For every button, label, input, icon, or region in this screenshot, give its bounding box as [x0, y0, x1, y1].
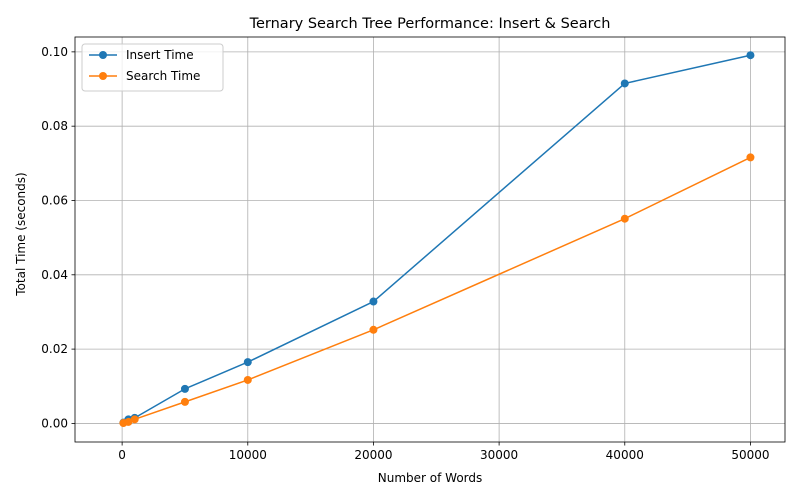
legend-frame	[81, 43, 224, 92]
data-point-insert-time	[180, 384, 189, 393]
y-tick-label: 0.06	[41, 193, 68, 207]
x-axis-label: Number of Words	[378, 471, 483, 485]
x-tick-label: 10000	[229, 448, 267, 462]
y-tick-label: 0.02	[41, 342, 68, 356]
y-tick-label: 0.08	[41, 119, 68, 133]
y-tick-label: 0.04	[41, 268, 68, 282]
x-tick-label: 30000	[480, 448, 518, 462]
data-point-search-time	[124, 417, 133, 426]
chart-title: Ternary Search Tree Performance: Insert …	[249, 16, 611, 32]
x-tick-label: 50000	[731, 448, 769, 462]
axis-ticks: 0 10000 20000 30000 40000 50000 0.00 0.02 0.04 0.…	[41, 45, 769, 462]
data-point-search-time	[243, 375, 252, 384]
series-layer	[119, 51, 755, 428]
series-search-time	[119, 153, 755, 428]
data-point-search-time	[130, 415, 139, 424]
grid-lines	[75, 37, 785, 442]
legend-label: Search Time	[126, 69, 200, 83]
data-point-insert-time	[369, 297, 378, 306]
legend-entry: Insert Time	[89, 48, 194, 62]
data-point-search-time	[180, 397, 189, 406]
x-tick-label: 40000	[606, 448, 644, 462]
plot-frame	[74, 36, 786, 443]
data-point-search-time	[746, 153, 755, 162]
data-point-insert-time	[243, 358, 252, 367]
y-axis-label: Total Time (seconds)	[14, 172, 28, 296]
data-point-search-time	[620, 214, 629, 223]
x-tick-label: 0	[118, 448, 126, 462]
legend-marker	[99, 72, 107, 80]
data-point-insert-time	[746, 51, 755, 60]
data-point-search-time	[369, 325, 378, 334]
legend-marker	[99, 51, 107, 59]
x-tick-label: 20000	[354, 448, 392, 462]
legend-label: Insert Time	[126, 48, 194, 62]
data-point-insert-time	[620, 79, 629, 88]
legend: Insert Time Search Time	[81, 43, 224, 92]
legend-entry: Search Time	[89, 69, 200, 83]
y-tick-label: 0.00	[41, 416, 68, 430]
y-tick-label: 0.10	[41, 45, 68, 59]
